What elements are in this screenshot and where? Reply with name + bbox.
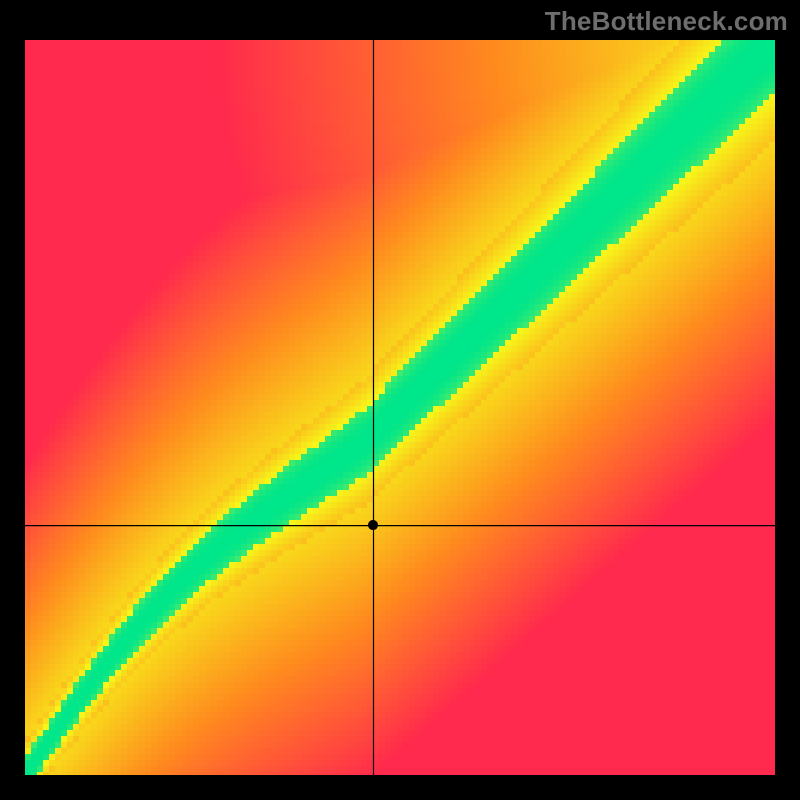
- watermark-label: TheBottleneck.com: [545, 6, 788, 37]
- bottleneck-heatmap: [25, 40, 775, 775]
- chart-container: { "watermark": "TheBottleneck.com", "cha…: [0, 0, 800, 800]
